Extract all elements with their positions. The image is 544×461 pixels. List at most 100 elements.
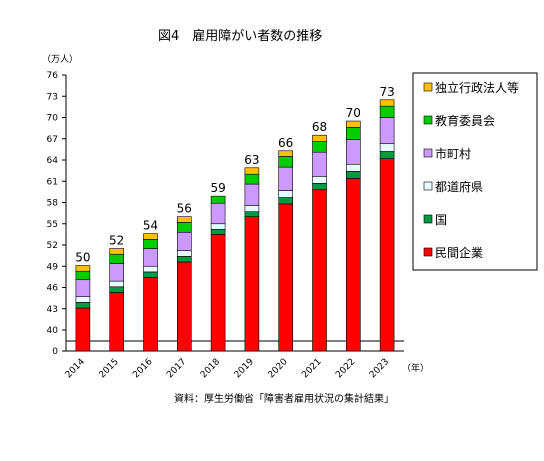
x-axis-unit: （年）: [402, 362, 429, 374]
bar-segment: [244, 183, 260, 206]
x-tick-label: 2016: [131, 357, 154, 380]
bar-segment: [244, 211, 260, 217]
total-label: 70: [346, 106, 361, 120]
bar-segment: [379, 158, 395, 352]
bar-segment: [312, 151, 327, 177]
bar-segment: [143, 265, 158, 273]
bar-segment: [210, 234, 226, 352]
bar-segment: [75, 296, 91, 303]
bar-segment: [278, 150, 294, 157]
bar-segment: [75, 265, 91, 272]
y-tick-label: 40: [47, 326, 59, 336]
bar-segment: [210, 223, 226, 230]
y-tick-label: 52: [47, 241, 58, 251]
bar-segment: [278, 166, 294, 191]
legend-swatch: [423, 115, 433, 125]
bar-segment: [210, 195, 226, 204]
legend-swatch: [423, 247, 433, 257]
x-tick-label: 2015: [98, 357, 121, 380]
bar-segment: [345, 163, 361, 172]
bar-segment: [244, 173, 260, 185]
bar-segment: [143, 271, 158, 278]
total-label: 68: [312, 120, 327, 134]
bar-segment: [345, 127, 361, 140]
y-tick-label: 58: [47, 199, 59, 209]
chart-title: 図4 雇用障がい者数の推移: [158, 28, 322, 44]
bar-segment: [177, 216, 192, 223]
bar-segment: [109, 292, 124, 352]
total-label: 56: [177, 202, 192, 216]
bar-segment: [278, 203, 294, 352]
y-tick-label: 73: [47, 92, 58, 102]
bar-segment: [312, 141, 327, 153]
y-tick-label: 67: [47, 135, 58, 145]
x-tick-label: 2014: [64, 357, 87, 380]
x-tick-label: 2019: [233, 357, 256, 380]
total-label: 63: [244, 153, 259, 167]
bar-segment: [345, 120, 361, 128]
y-tick-label: 70: [47, 114, 59, 124]
y-axis-unit: （万人）: [42, 54, 78, 65]
bar-segment: [143, 277, 158, 352]
bar-segment: [143, 248, 158, 267]
bar-segment: [75, 279, 91, 298]
bar-segment: [109, 286, 124, 293]
total-label: 54: [143, 219, 158, 233]
y-tick-label: 0: [52, 347, 58, 357]
y-tick-label: 64: [47, 156, 59, 166]
legend-swatch: [423, 148, 433, 158]
x-tick-label: 2017: [165, 357, 188, 380]
bar-segment: [75, 302, 91, 309]
x-tick-label: 2020: [267, 357, 290, 380]
legend-label: 教育委員会: [435, 113, 495, 128]
x-tick-label: 2021: [300, 357, 323, 380]
x-tick-label: 2023: [368, 357, 391, 380]
bar-segment: [109, 253, 124, 264]
bar-segment: [177, 250, 192, 257]
legend-label: 民間企業: [435, 245, 483, 260]
bar-segment: [312, 175, 327, 184]
y-tick-label: 43: [47, 305, 58, 315]
y-tick-label: 61: [47, 177, 58, 187]
x-tick-label: 2018: [199, 357, 222, 380]
bar-segment: [244, 216, 260, 352]
total-label: 66: [278, 136, 293, 150]
x-tick-label: 2022: [334, 357, 357, 380]
plot-area: 0 40 43 46 49 52 55 58 61 64 67 70 73 76 50 2014 52 2015 5…: [47, 71, 404, 380]
bar-segment: [177, 231, 192, 251]
y-tick-label: 46: [47, 284, 59, 294]
legend-box: [412, 72, 538, 271]
bar-segment: [379, 105, 395, 118]
legend-label: 市町村: [435, 146, 471, 161]
bar-segment: [109, 263, 124, 282]
bar-segment: [109, 280, 124, 288]
bar-segment: [345, 171, 361, 179]
source-note: 資料：厚生労働省「障害者雇用状況の集計結果」: [174, 392, 394, 405]
bar-segment: [379, 117, 395, 145]
bar-segment: [278, 197, 294, 205]
bar-segment: [345, 178, 361, 352]
bar-segment: [345, 139, 361, 165]
bar-segment: [312, 189, 327, 352]
total-label: 59: [210, 181, 225, 195]
bar-segment: [210, 229, 226, 235]
legend-swatch: [423, 181, 433, 191]
legend-label: 国: [435, 213, 447, 227]
legend-swatch: [423, 214, 433, 224]
legend-label: 都道府県: [435, 179, 483, 194]
total-label: 73: [379, 85, 394, 99]
legend-swatch: [423, 82, 433, 92]
total-label: 52: [109, 234, 124, 248]
bar-segment: [177, 256, 192, 263]
y-tick-label: 55: [47, 220, 58, 230]
bar-segment: [379, 143, 395, 152]
bar-segment: [278, 156, 294, 168]
bar-segment: [177, 261, 192, 352]
y-tick-label: 76: [47, 71, 59, 81]
legend-label: 独立行政法人等: [435, 80, 519, 95]
bar-segment: [244, 167, 260, 175]
bar-segment: [379, 99, 395, 107]
bar-segment: [177, 222, 192, 233]
